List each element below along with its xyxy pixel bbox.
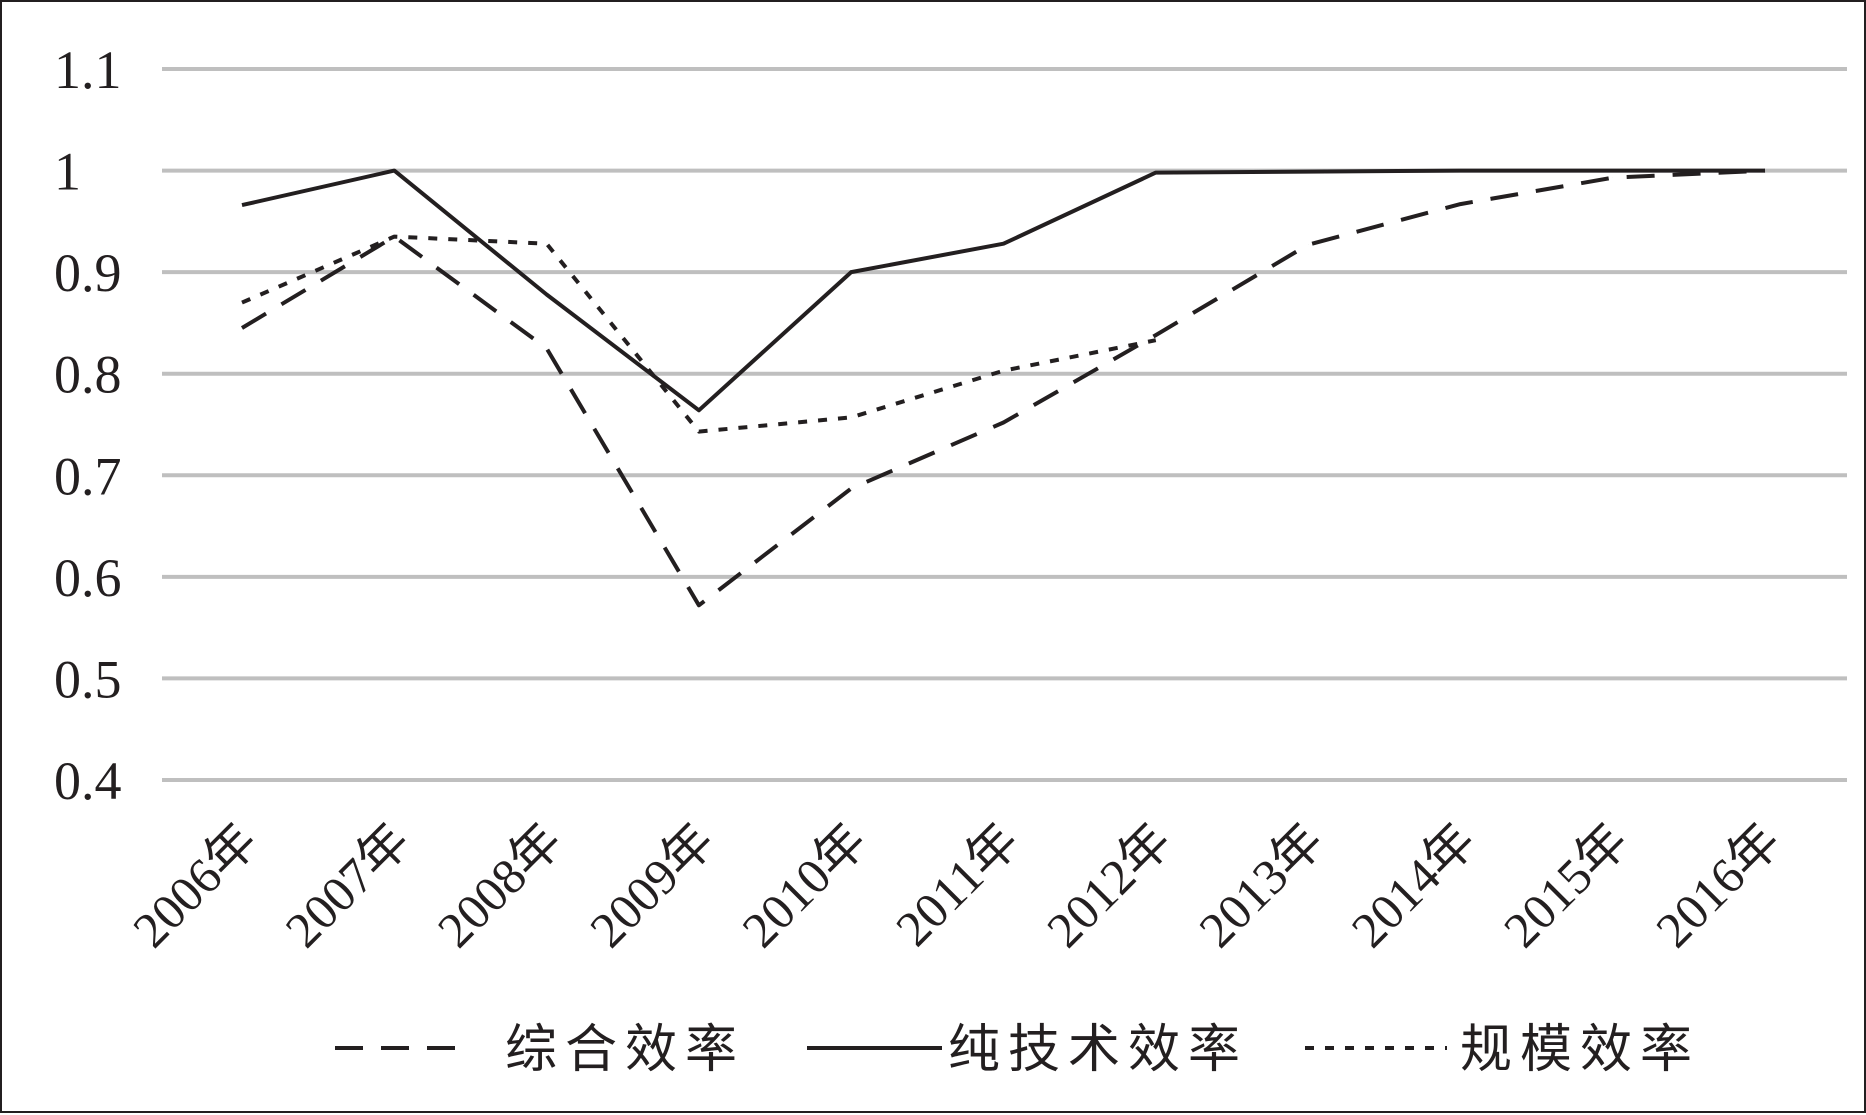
- legend-label: 纯技术效率: [948, 1020, 1248, 1080]
- y-tick-label: 0.9: [54, 243, 122, 303]
- x-tick-label: 2014年: [1341, 812, 1487, 958]
- y-tick-label: 0.5: [54, 649, 122, 709]
- legend-label: 规模效率: [1460, 1020, 1700, 1080]
- y-tick-label: 0.7: [54, 446, 122, 506]
- series-line: [242, 237, 1156, 432]
- gridlines: [162, 69, 1847, 780]
- series-line: [242, 171, 1765, 606]
- x-tick-label: 2013年: [1188, 812, 1334, 958]
- y-tick-label: 1: [54, 142, 81, 202]
- series-lines: [242, 170, 1765, 605]
- legend-item: 纯技术效率: [807, 1020, 1248, 1080]
- x-tick-label: 2012年: [1036, 812, 1182, 958]
- legend-item: 规模效率: [1305, 1020, 1700, 1080]
- y-tick-label: 0.4: [54, 751, 122, 811]
- y-tick-label: 1.1: [54, 40, 122, 100]
- x-tick-label: 2016年: [1645, 812, 1791, 958]
- x-tick-label: 2015年: [1493, 812, 1639, 958]
- series-0: [242, 170, 1765, 605]
- x-tick-label: 2010年: [731, 812, 877, 958]
- y-axis-ticks: 1.1 1 0.9 0.8 0.7 0.6 0.5 0.4: [54, 40, 122, 811]
- x-tick-label: 2007年: [274, 812, 420, 958]
- x-tick-label: 2009年: [579, 812, 725, 958]
- x-tick-label: 2008年: [427, 812, 573, 958]
- series-2: [242, 236, 1156, 431]
- y-tick-label: 0.6: [54, 548, 122, 608]
- x-tick-label: 2011年: [885, 812, 1029, 956]
- y-tick-label: 0.8: [54, 345, 122, 405]
- legend-item: 综合效率: [335, 1020, 745, 1080]
- legend: 综合效率 纯技术效率 规模效率: [335, 1020, 1700, 1080]
- legend-label: 综合效率: [505, 1020, 745, 1080]
- x-tick-label: 2006年: [122, 812, 268, 958]
